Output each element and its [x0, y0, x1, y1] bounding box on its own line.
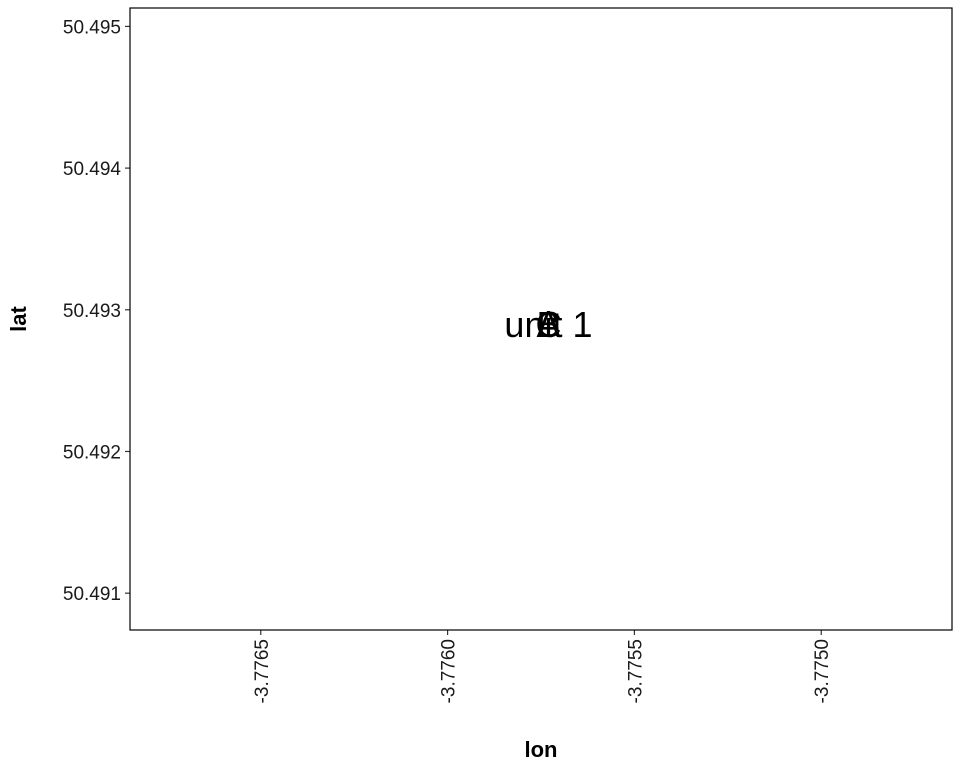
- y-tick-label: 50.495: [63, 17, 121, 38]
- point-label: B: [536, 304, 560, 345]
- x-tick-label: -3.7750: [812, 639, 833, 703]
- y-tick-label: 50.494: [63, 159, 122, 180]
- x-tick-label: -3.7765: [252, 639, 273, 703]
- panel-border: [129, 7, 953, 631]
- x-tick-label: -3.7760: [439, 639, 460, 703]
- y-axis: 50.491 50.492 50.493 50.494 50.495: [63, 17, 130, 605]
- x-axis: -3.7765 -3.7760 -3.7755 -3.7750: [252, 630, 833, 703]
- y-axis-title: lat: [6, 305, 31, 331]
- point-label: C: [535, 304, 561, 345]
- y-tick-label: 50.492: [63, 442, 121, 463]
- y-tick-label: 50.493: [63, 301, 121, 322]
- x-axis-title: lon: [525, 737, 558, 762]
- point-label: A: [536, 304, 560, 345]
- x-tick-label: -3.7755: [625, 639, 646, 703]
- y-tick-label: 50.491: [63, 584, 121, 605]
- point-label: unit 1: [504, 304, 592, 345]
